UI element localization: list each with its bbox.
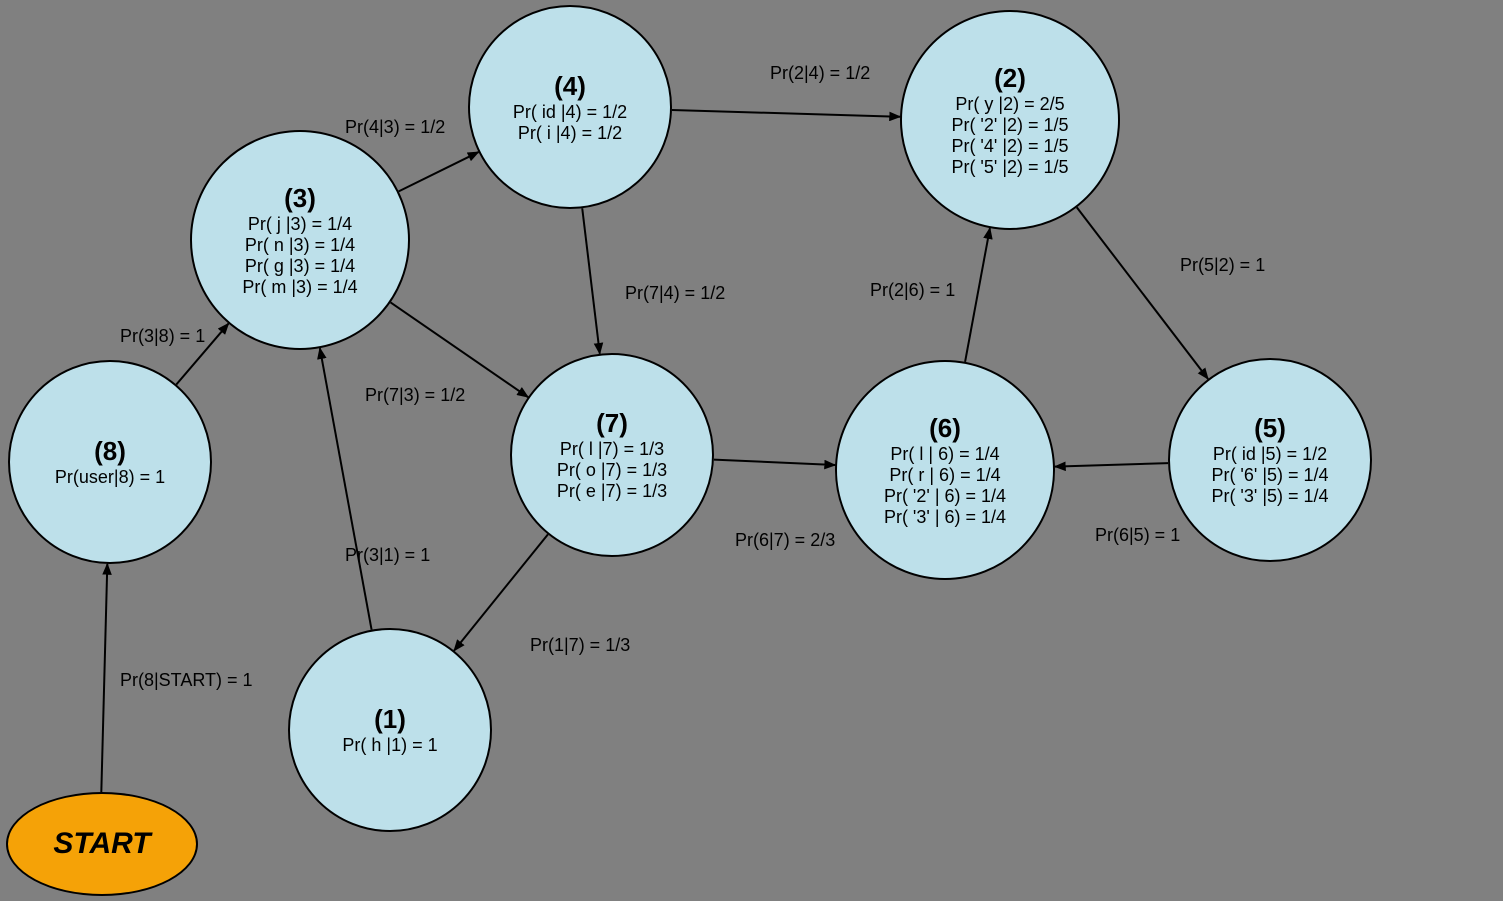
node-line: Pr( l | 6) = 1/4 bbox=[890, 444, 999, 465]
node-n2: (2)Pr( y |2) = 2/5Pr( '2' |2) = 1/5Pr( '… bbox=[900, 10, 1120, 230]
edge-label: Pr(6|5) = 1 bbox=[1095, 525, 1180, 546]
node-line: Pr( '6' |5) = 1/4 bbox=[1211, 465, 1328, 486]
node-title: (5) bbox=[1254, 413, 1286, 444]
edge-line bbox=[399, 152, 479, 191]
node-line: Pr( m |3) = 1/4 bbox=[242, 277, 357, 298]
start-label: START bbox=[53, 827, 150, 861]
node-n8: (8)Pr(user|8) = 1 bbox=[8, 360, 212, 564]
edge-line bbox=[672, 110, 900, 117]
node-line: Pr( '5' |2) = 1/5 bbox=[951, 157, 1068, 178]
edge-line bbox=[101, 564, 107, 792]
diagram-canvas: START(8)Pr(user|8) = 1(3)Pr( j |3) = 1/4… bbox=[0, 0, 1503, 901]
node-line: Pr( l |7) = 1/3 bbox=[560, 439, 664, 460]
edge-line bbox=[1055, 463, 1168, 466]
node-title: (7) bbox=[596, 408, 628, 439]
edge-label: Pr(4|3) = 1/2 bbox=[345, 117, 445, 138]
node-title: (1) bbox=[374, 704, 406, 735]
node-line: Pr( r | 6) = 1/4 bbox=[889, 465, 1000, 486]
node-n6: (6)Pr( l | 6) = 1/4Pr( r | 6) = 1/4Pr( '… bbox=[835, 360, 1055, 580]
node-line: Pr( id |5) = 1/2 bbox=[1213, 444, 1327, 465]
node-title: (2) bbox=[994, 63, 1026, 94]
node-n1: (1)Pr( h |1) = 1 bbox=[288, 628, 492, 832]
node-line: Pr(user|8) = 1 bbox=[55, 467, 165, 488]
node-line: Pr( '4' |2) = 1/5 bbox=[951, 136, 1068, 157]
node-line: Pr( j |3) = 1/4 bbox=[248, 214, 352, 235]
edge-line bbox=[391, 302, 528, 397]
node-line: Pr( '3' | 6) = 1/4 bbox=[884, 507, 1006, 528]
edge-label: Pr(1|7) = 1/3 bbox=[530, 635, 630, 656]
node-line: Pr( id |4) = 1/2 bbox=[513, 102, 627, 123]
edge-line bbox=[320, 348, 372, 629]
node-line: Pr( '2' |2) = 1/5 bbox=[951, 115, 1068, 136]
node-line: Pr( '3' |5) = 1/4 bbox=[1211, 486, 1328, 507]
node-line: Pr( e |7) = 1/3 bbox=[557, 481, 667, 502]
node-line: Pr( '2' | 6) = 1/4 bbox=[884, 486, 1006, 507]
node-title: (6) bbox=[929, 413, 961, 444]
edge-label: Pr(2|6) = 1 bbox=[870, 280, 955, 301]
node-line: Pr( n |3) = 1/4 bbox=[245, 235, 355, 256]
node-n3: (3)Pr( j |3) = 1/4Pr( n |3) = 1/4Pr( g |… bbox=[190, 130, 410, 350]
edge-label: Pr(2|4) = 1/2 bbox=[770, 63, 870, 84]
node-n5: (5)Pr( id |5) = 1/2Pr( '6' |5) = 1/4Pr( … bbox=[1168, 358, 1372, 562]
edge-line bbox=[965, 228, 990, 362]
node-line: Pr( h |1) = 1 bbox=[342, 735, 437, 756]
node-title: (8) bbox=[94, 436, 126, 467]
edge-line bbox=[1077, 207, 1208, 379]
node-line: Pr( y |2) = 2/5 bbox=[955, 94, 1064, 115]
edge-line bbox=[454, 534, 548, 650]
edge-label: Pr(5|2) = 1 bbox=[1180, 255, 1265, 276]
edge-line bbox=[582, 208, 600, 353]
node-line: Pr( o |7) = 1/3 bbox=[557, 460, 667, 481]
edge-label: Pr(7|4) = 1/2 bbox=[625, 283, 725, 304]
edge-label: Pr(3|1) = 1 bbox=[345, 545, 430, 566]
node-title: (3) bbox=[284, 183, 316, 214]
start-node: START bbox=[6, 792, 198, 896]
node-title: (4) bbox=[554, 71, 586, 102]
edge-label: Pr(7|3) = 1/2 bbox=[365, 385, 465, 406]
edge-label: Pr(3|8) = 1 bbox=[120, 326, 205, 347]
edge-label: Pr(6|7) = 2/3 bbox=[735, 530, 835, 551]
edge-label: Pr(8|START) = 1 bbox=[120, 670, 253, 691]
node-n7: (7)Pr( l |7) = 1/3Pr( o |7) = 1/3Pr( e |… bbox=[510, 353, 714, 557]
node-n4: (4)Pr( id |4) = 1/2Pr( i |4) = 1/2 bbox=[468, 5, 672, 209]
edge-line bbox=[714, 460, 835, 465]
node-line: Pr( g |3) = 1/4 bbox=[245, 256, 355, 277]
node-line: Pr( i |4) = 1/2 bbox=[518, 123, 622, 144]
